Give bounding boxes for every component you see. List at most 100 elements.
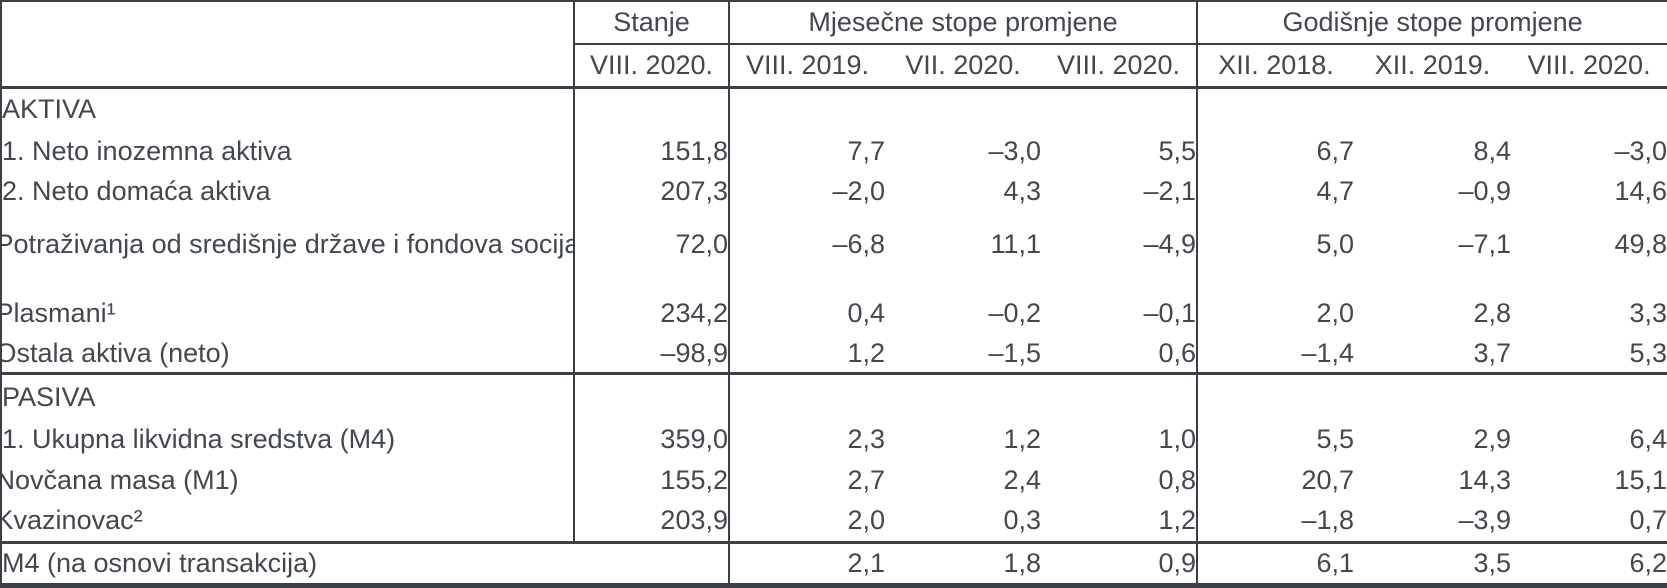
value-cell: 2,4	[1003, 464, 1041, 495]
value-cell: –3,0	[988, 135, 1041, 166]
value-cell: 4,7	[1316, 175, 1355, 206]
value-cell: –3,0	[1614, 135, 1667, 166]
row-label: 1. Neto inozemna aktiva	[1, 131, 575, 172]
col-subheader-monthly-viii-2020: VIII. 2020.	[1041, 44, 1199, 89]
row-neto-inozemna-aktiva: 1. Neto inozemna aktiva 151,8 7,7 –3,0 5…	[1, 131, 1667, 172]
value-cell: –7,1	[1458, 229, 1512, 260]
value-cell: –3,9	[1458, 504, 1512, 535]
value-cell: –2,1	[1041, 171, 1199, 212]
value-cell: –1,8	[1301, 504, 1355, 535]
row-kvazinovac: 1.2. Kvazinovac² 203,9 2,0 0,3 1,2 –1,8 …	[1, 500, 1667, 543]
row-label: 2.1. Potraživanja od središnje države i …	[1, 211, 575, 292]
cell-empty	[1511, 87, 1667, 131]
value-cell: 11,1	[990, 229, 1041, 260]
value-cell: 151,8	[574, 131, 730, 172]
col-subheader-monthly-viii-2019: VIII. 2019.	[729, 44, 885, 89]
value-cell: 1,8	[885, 540, 1041, 586]
row-m4-transakcije: M4 (na osnovi transakcija) 2,1 1,8 0,9 6…	[1, 540, 1667, 586]
value-cell: –0,1	[1041, 291, 1199, 335]
row-neto-domaca-aktiva: 2. Neto domaća aktiva 207,3 –2,0 4,3 –2,…	[1, 171, 1667, 212]
cell-empty	[1197, 372, 1355, 419]
value-cell: 0,3	[1003, 504, 1041, 535]
row-label: 2.3. Ostala aktiva (neto)	[1, 334, 575, 374]
value-cell: 7,7	[847, 135, 885, 166]
col-group-stanje: Stanje	[574, 1, 730, 45]
row-section-pasiva: PASIVA	[1, 372, 1667, 419]
section-label: PASIVA	[1, 372, 575, 419]
value-cell: 15,1	[1614, 464, 1667, 495]
value-cell: 203,9	[574, 500, 730, 543]
value-cell: 1,2	[1003, 423, 1041, 454]
value-cell: 2,1	[729, 540, 885, 586]
row-plasmani: 2.2. Plasmani¹ 234,2 0,4 –0,2 –0,1 2,0 2…	[1, 291, 1667, 335]
value-cell: 14,6	[1614, 175, 1667, 206]
value-cell: 6,7	[1316, 135, 1355, 166]
col-subheader-annual-xii-2018: XII. 2018.	[1197, 44, 1355, 89]
row-label: 2. Neto domaća aktiva	[1, 171, 575, 212]
value-cell: –4,9	[1041, 211, 1199, 292]
col-subheader-annual-viii-2020: VIII. 2020.	[1511, 44, 1667, 89]
col-group-annual-rates: Godišnje stope promjene	[1197, 1, 1667, 45]
col-subheader-monthly-vii-2020: VII. 2020.	[885, 44, 1041, 89]
value-cell: 234,2	[574, 291, 730, 335]
value-cell: 2,7	[847, 464, 885, 495]
row-label: 1.2. Kvazinovac²	[1, 500, 575, 543]
cell-empty	[1197, 87, 1354, 131]
value-cell: 0,9	[1041, 540, 1199, 586]
value-cell: 1,0	[1041, 418, 1199, 461]
cell-empty	[574, 372, 730, 419]
cell-empty	[574, 87, 730, 132]
row-label: 1.1. Novčana masa (M1)	[1, 460, 575, 501]
cell-empty	[1354, 372, 1512, 419]
value-cell: 3,3	[1629, 297, 1667, 328]
value-cell: 0,7	[1629, 504, 1667, 535]
value-cell: 49,8	[1614, 229, 1667, 260]
cell-empty	[885, 372, 1041, 419]
cell-empty	[1511, 372, 1667, 419]
value-cell: 1,2	[847, 338, 885, 368]
value-cell: 155,2	[574, 460, 730, 501]
value-cell: 207,3	[574, 171, 730, 212]
value-cell: 0,6	[1041, 334, 1199, 374]
value-cell: 5,5	[1316, 423, 1355, 454]
value-cell: 0,8	[1041, 460, 1199, 501]
cell-empty	[1041, 87, 1199, 132]
value-cell: 14,3	[1458, 464, 1512, 495]
row-label: 2.2. Plasmani¹	[1, 291, 575, 335]
row-section-aktiva: AKTIVA	[1, 87, 1667, 132]
value-cell: 6,1	[1197, 540, 1355, 586]
col-subheader-annual-xii-2019: XII. 2019.	[1354, 44, 1512, 89]
value-cell: 6,4	[1629, 423, 1667, 454]
cell-empty	[1354, 87, 1511, 131]
cell-empty	[729, 87, 885, 131]
value-cell: 3,5	[1354, 540, 1512, 586]
value-cell: 6,2	[1511, 540, 1667, 586]
cell-empty	[885, 87, 1041, 131]
value-cell: 4,3	[1003, 175, 1041, 206]
value-cell: 359,0	[574, 418, 730, 461]
value-cell: –6,8	[832, 229, 885, 260]
value-cell: 5,5	[1041, 131, 1199, 172]
value-cell: –2,0	[832, 175, 885, 206]
value-cell: 2,3	[847, 423, 885, 454]
value-cell: 2,0	[1316, 297, 1355, 328]
col-group-monthly-rates: Mjesečne stope promjene	[729, 1, 1199, 45]
value-cell: 72,0	[574, 211, 730, 292]
value-cell: 2,9	[1473, 423, 1512, 454]
col-subheader-stanje-viii-2020: VIII. 2020.	[574, 44, 730, 89]
corner-cell	[1, 1, 575, 89]
value-cell: 5,0	[1316, 229, 1355, 260]
row-ukupna-likvidna-sredstva: 1. Ukupna likvidna sredstva (M4) 359,0 2…	[1, 418, 1667, 461]
value-cell: 8,4	[1473, 135, 1512, 166]
value-cell: 3,7	[1473, 338, 1512, 368]
value-cell: –1,4	[1301, 338, 1355, 368]
row-ostala-aktiva: 2.3. Ostala aktiva (neto) –98,9 1,2 –1,5…	[1, 334, 1667, 374]
value-cell: 2,0	[847, 504, 885, 535]
value-cell: –0,9	[1458, 175, 1512, 206]
section-label: AKTIVA	[1, 87, 575, 132]
value-cell: 2,8	[1473, 297, 1512, 328]
row-novcana-masa: 1.1. Novčana masa (M1) 155,2 2,7 2,4 0,8…	[1, 460, 1667, 501]
row-label: M4 (na osnovi transakcija)	[1, 540, 730, 586]
header-group-row: Stanje Mjesečne stope promjene Godišnje …	[1, 1, 1667, 89]
